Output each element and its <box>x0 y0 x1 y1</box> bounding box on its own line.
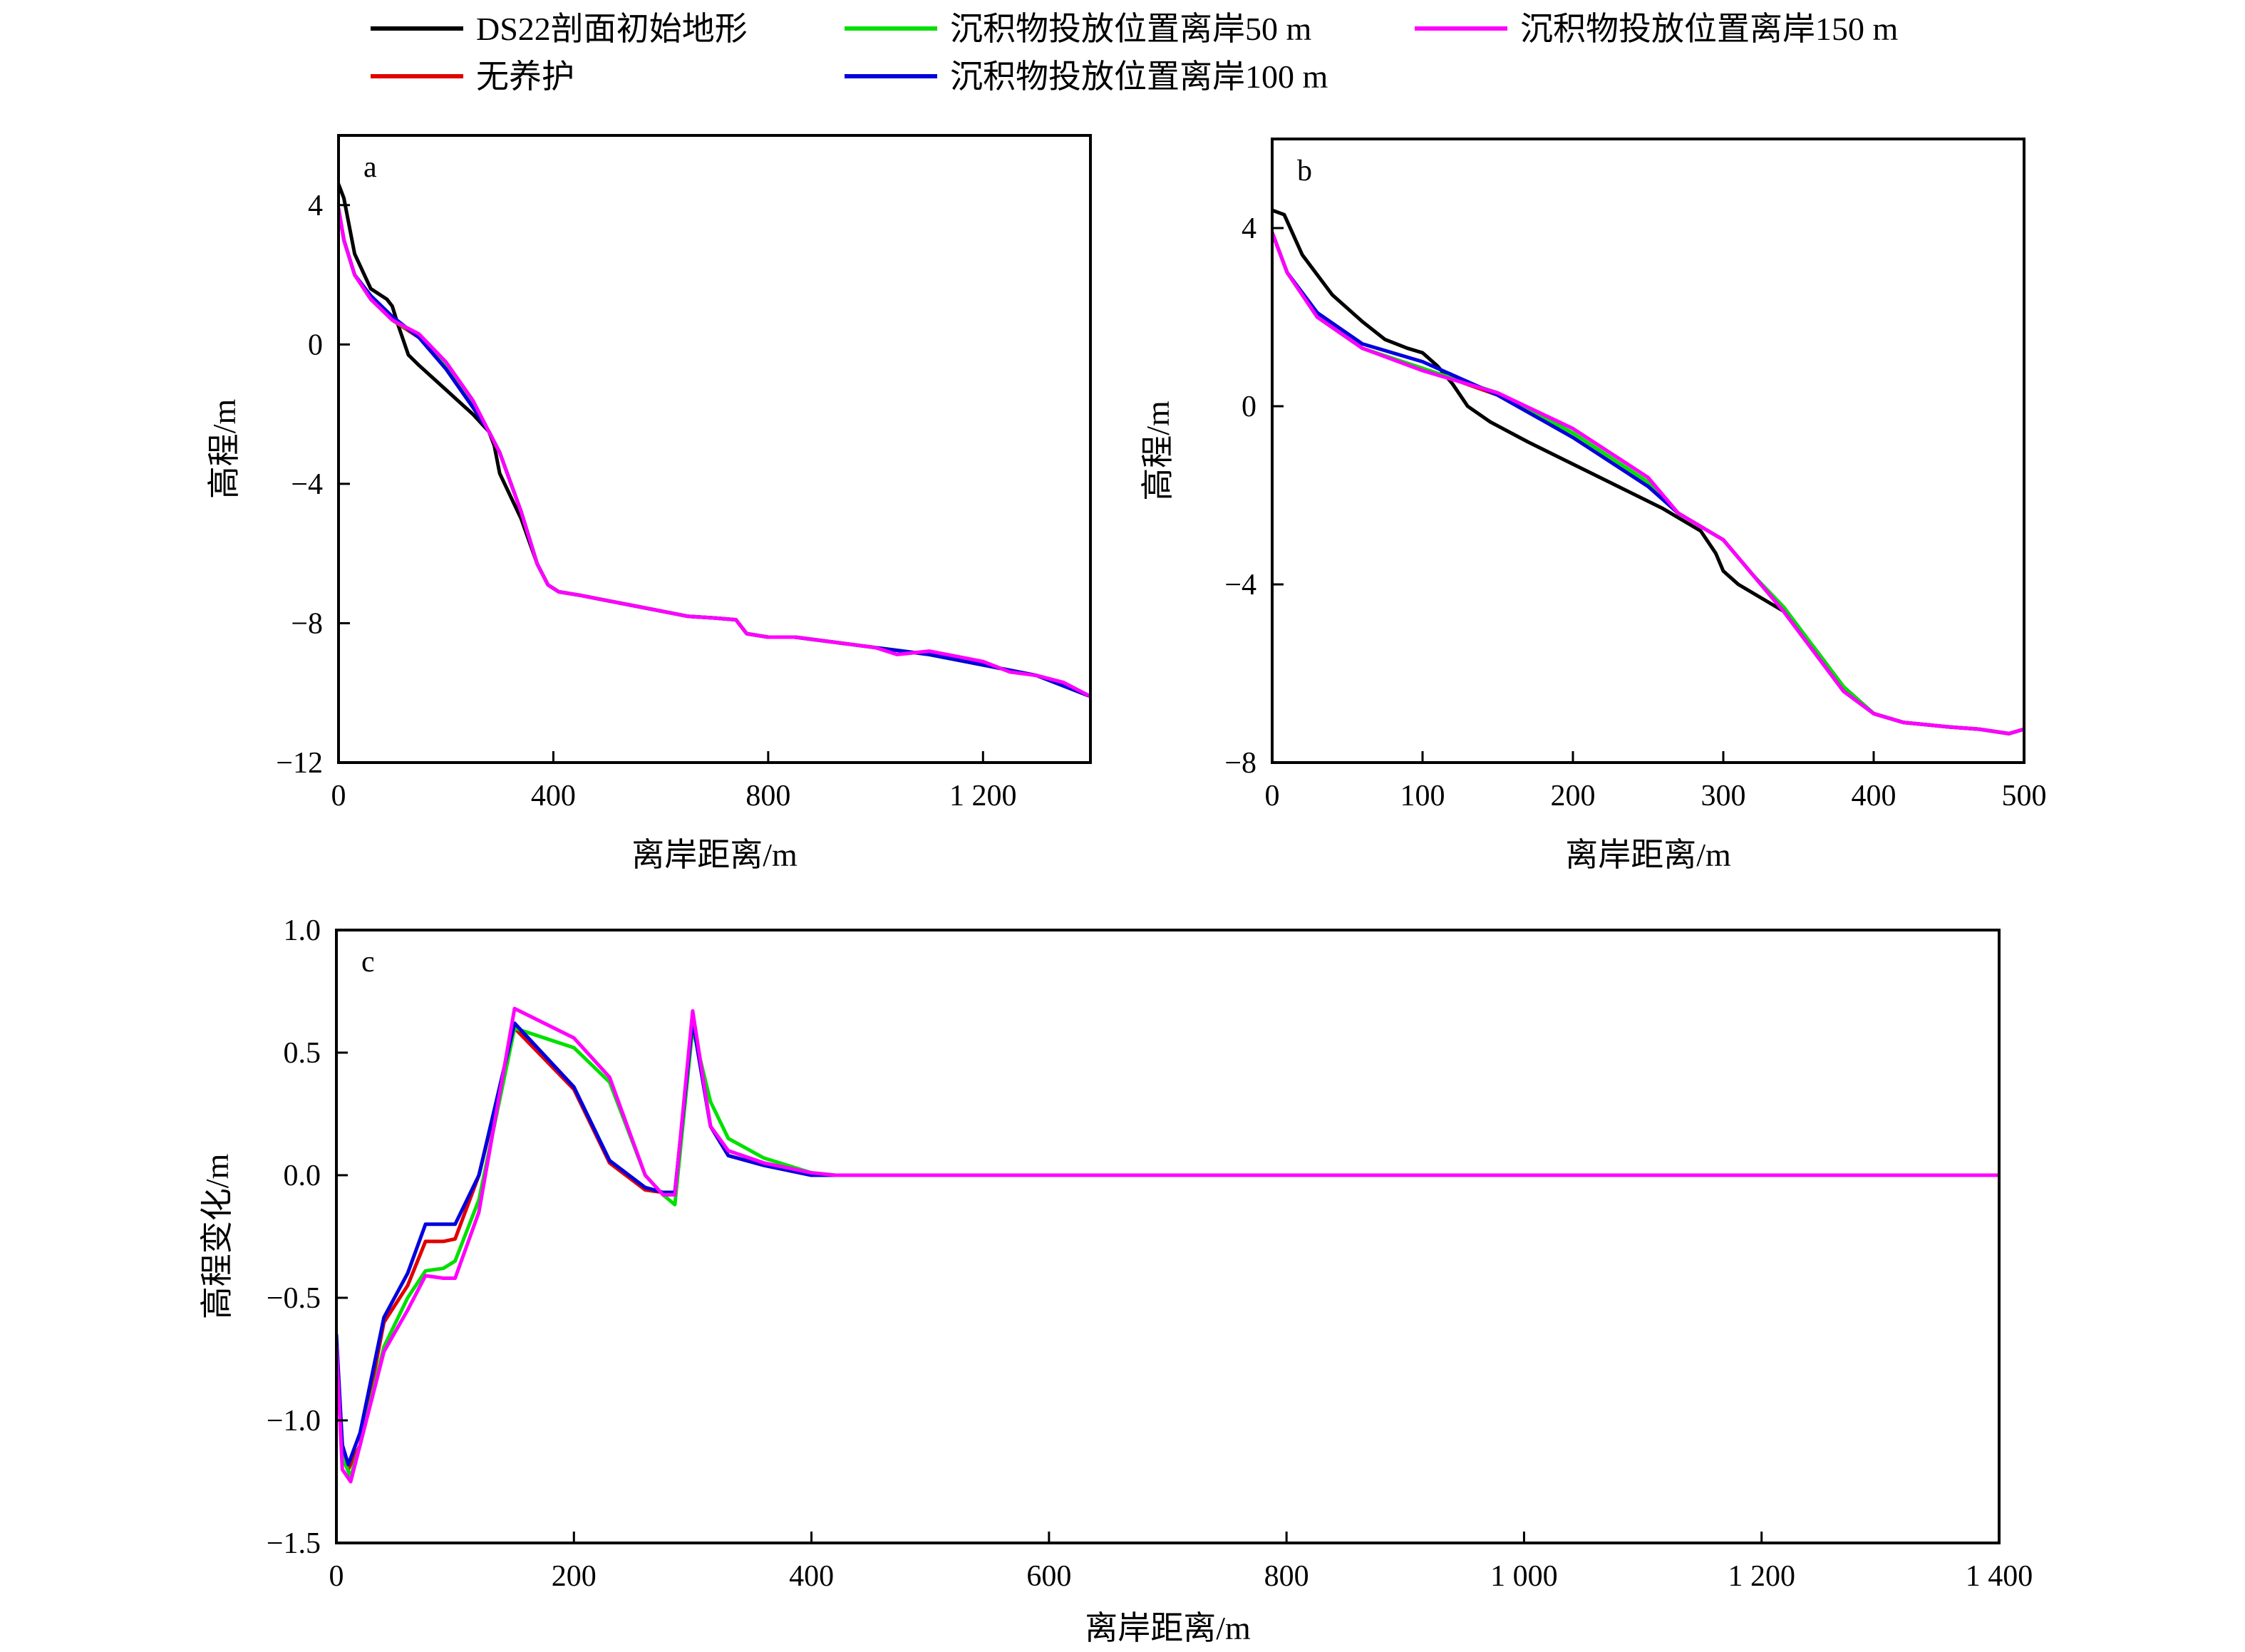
panel-a: 0 400 800 1 200 −12 −8 −4 0 4 a 离岸距离/m 高程/m <box>206 134 1092 873</box>
series-line-3 <box>339 207 1090 698</box>
series-group <box>339 182 1090 698</box>
plot-frame <box>1271 138 2025 764</box>
legend-label-3: 无养护 <box>476 58 574 95</box>
series-line-1 <box>336 1026 1999 1479</box>
panel-letter: c <box>361 946 375 979</box>
x-tick-label: 200 <box>552 1560 597 1593</box>
y-tick-label: −8 <box>291 607 323 640</box>
panel-letter: b <box>1297 155 1312 187</box>
series-group <box>1272 208 2024 735</box>
x-tick-label: 400 <box>789 1560 834 1593</box>
y-tick-label: 0.0 <box>284 1160 321 1192</box>
y-axis-title: 高程变化/m <box>199 1154 235 1320</box>
series-line-4 <box>339 207 1090 698</box>
y-tick-label: 4 <box>308 190 323 222</box>
legend-label-1: 沉积物投放位置离岸50 m <box>950 11 1312 47</box>
x-tick-label: 800 <box>745 780 790 812</box>
x-tick-label: 100 <box>1400 780 1445 812</box>
x-tick-label: 1 200 <box>949 780 1017 812</box>
x-tick-label: 800 <box>1264 1560 1309 1593</box>
series-line-3 <box>336 1006 1999 1484</box>
y-tick-label: −0.5 <box>267 1282 321 1315</box>
series-line-1 <box>339 207 1090 698</box>
y-tick-label: 0 <box>1242 391 1256 423</box>
legend-label-2: 沉积物投放位置离岸150 m <box>1520 11 1899 47</box>
x-tick-label: 0 <box>1265 780 1280 812</box>
series-group <box>336 1006 1999 1484</box>
x-tick-label: 0 <box>329 1560 344 1593</box>
plot-frame <box>337 134 1092 764</box>
y-tick-label: 0.5 <box>284 1037 321 1070</box>
y-tick-label: 0 <box>308 329 323 361</box>
y-tick-label: 1.0 <box>284 914 321 947</box>
y-tick-label: −4 <box>291 468 323 501</box>
y-tick-label: −1.5 <box>267 1527 321 1560</box>
series-line-2 <box>336 1018 1999 1467</box>
x-tick-label: 0 <box>331 780 346 812</box>
x-tick-label: 400 <box>531 780 576 812</box>
plot-frame <box>335 929 2001 1544</box>
panel-letter: a <box>363 151 377 184</box>
x-tick-label: 200 <box>1551 780 1596 812</box>
legend-label-4: 沉积物投放位置离岸100 m <box>950 58 1328 95</box>
x-axis-title: 离岸距离/m <box>631 837 798 873</box>
x-tick-label: 1 200 <box>1728 1560 1795 1593</box>
y-tick-label: −8 <box>1224 747 1256 780</box>
panel-b: 0 100 200 300 400 500 −8 −4 0 4 b 离岸距离/m 高程/m <box>1140 138 2047 873</box>
x-tick-label: 1 000 <box>1490 1560 1558 1593</box>
x-tick-label: 400 <box>1852 780 1896 812</box>
series-line-2 <box>339 207 1090 698</box>
series-line-2 <box>1272 230 2024 735</box>
legend: DS22剖面初始地形 沉积物投放位置离岸50 m 沉积物投放位置离岸150 m 无养护… <box>371 11 1899 95</box>
series-line-0 <box>336 1018 1999 1472</box>
x-tick-label: 600 <box>1026 1560 1071 1593</box>
legend-label-0: DS22剖面初始地形 <box>476 11 748 47</box>
y-tick-label: 4 <box>1242 212 1256 245</box>
y-tick-label: −4 <box>1224 569 1256 602</box>
y-axis-title: 高程/m <box>1140 401 1176 501</box>
x-tick-label: 500 <box>2002 780 2047 812</box>
y-tick-label: −1.0 <box>267 1405 321 1437</box>
panel-c: 0 200 400 600 800 1 000 1 200 1 400 −1.5 −1.0 −0.5… <box>199 914 2033 1646</box>
series-line-4 <box>1272 230 2024 735</box>
x-axis-title: 离岸距离/m <box>1085 1610 1251 1646</box>
y-axis-title: 高程/m <box>206 399 242 500</box>
x-tick-label: 300 <box>1701 780 1746 812</box>
x-axis-title: 离岸距离/m <box>1565 837 1731 873</box>
y-tick-label: −12 <box>276 747 323 780</box>
series-line-0 <box>1272 208 2024 735</box>
x-tick-label: 1 400 <box>1966 1560 2033 1593</box>
